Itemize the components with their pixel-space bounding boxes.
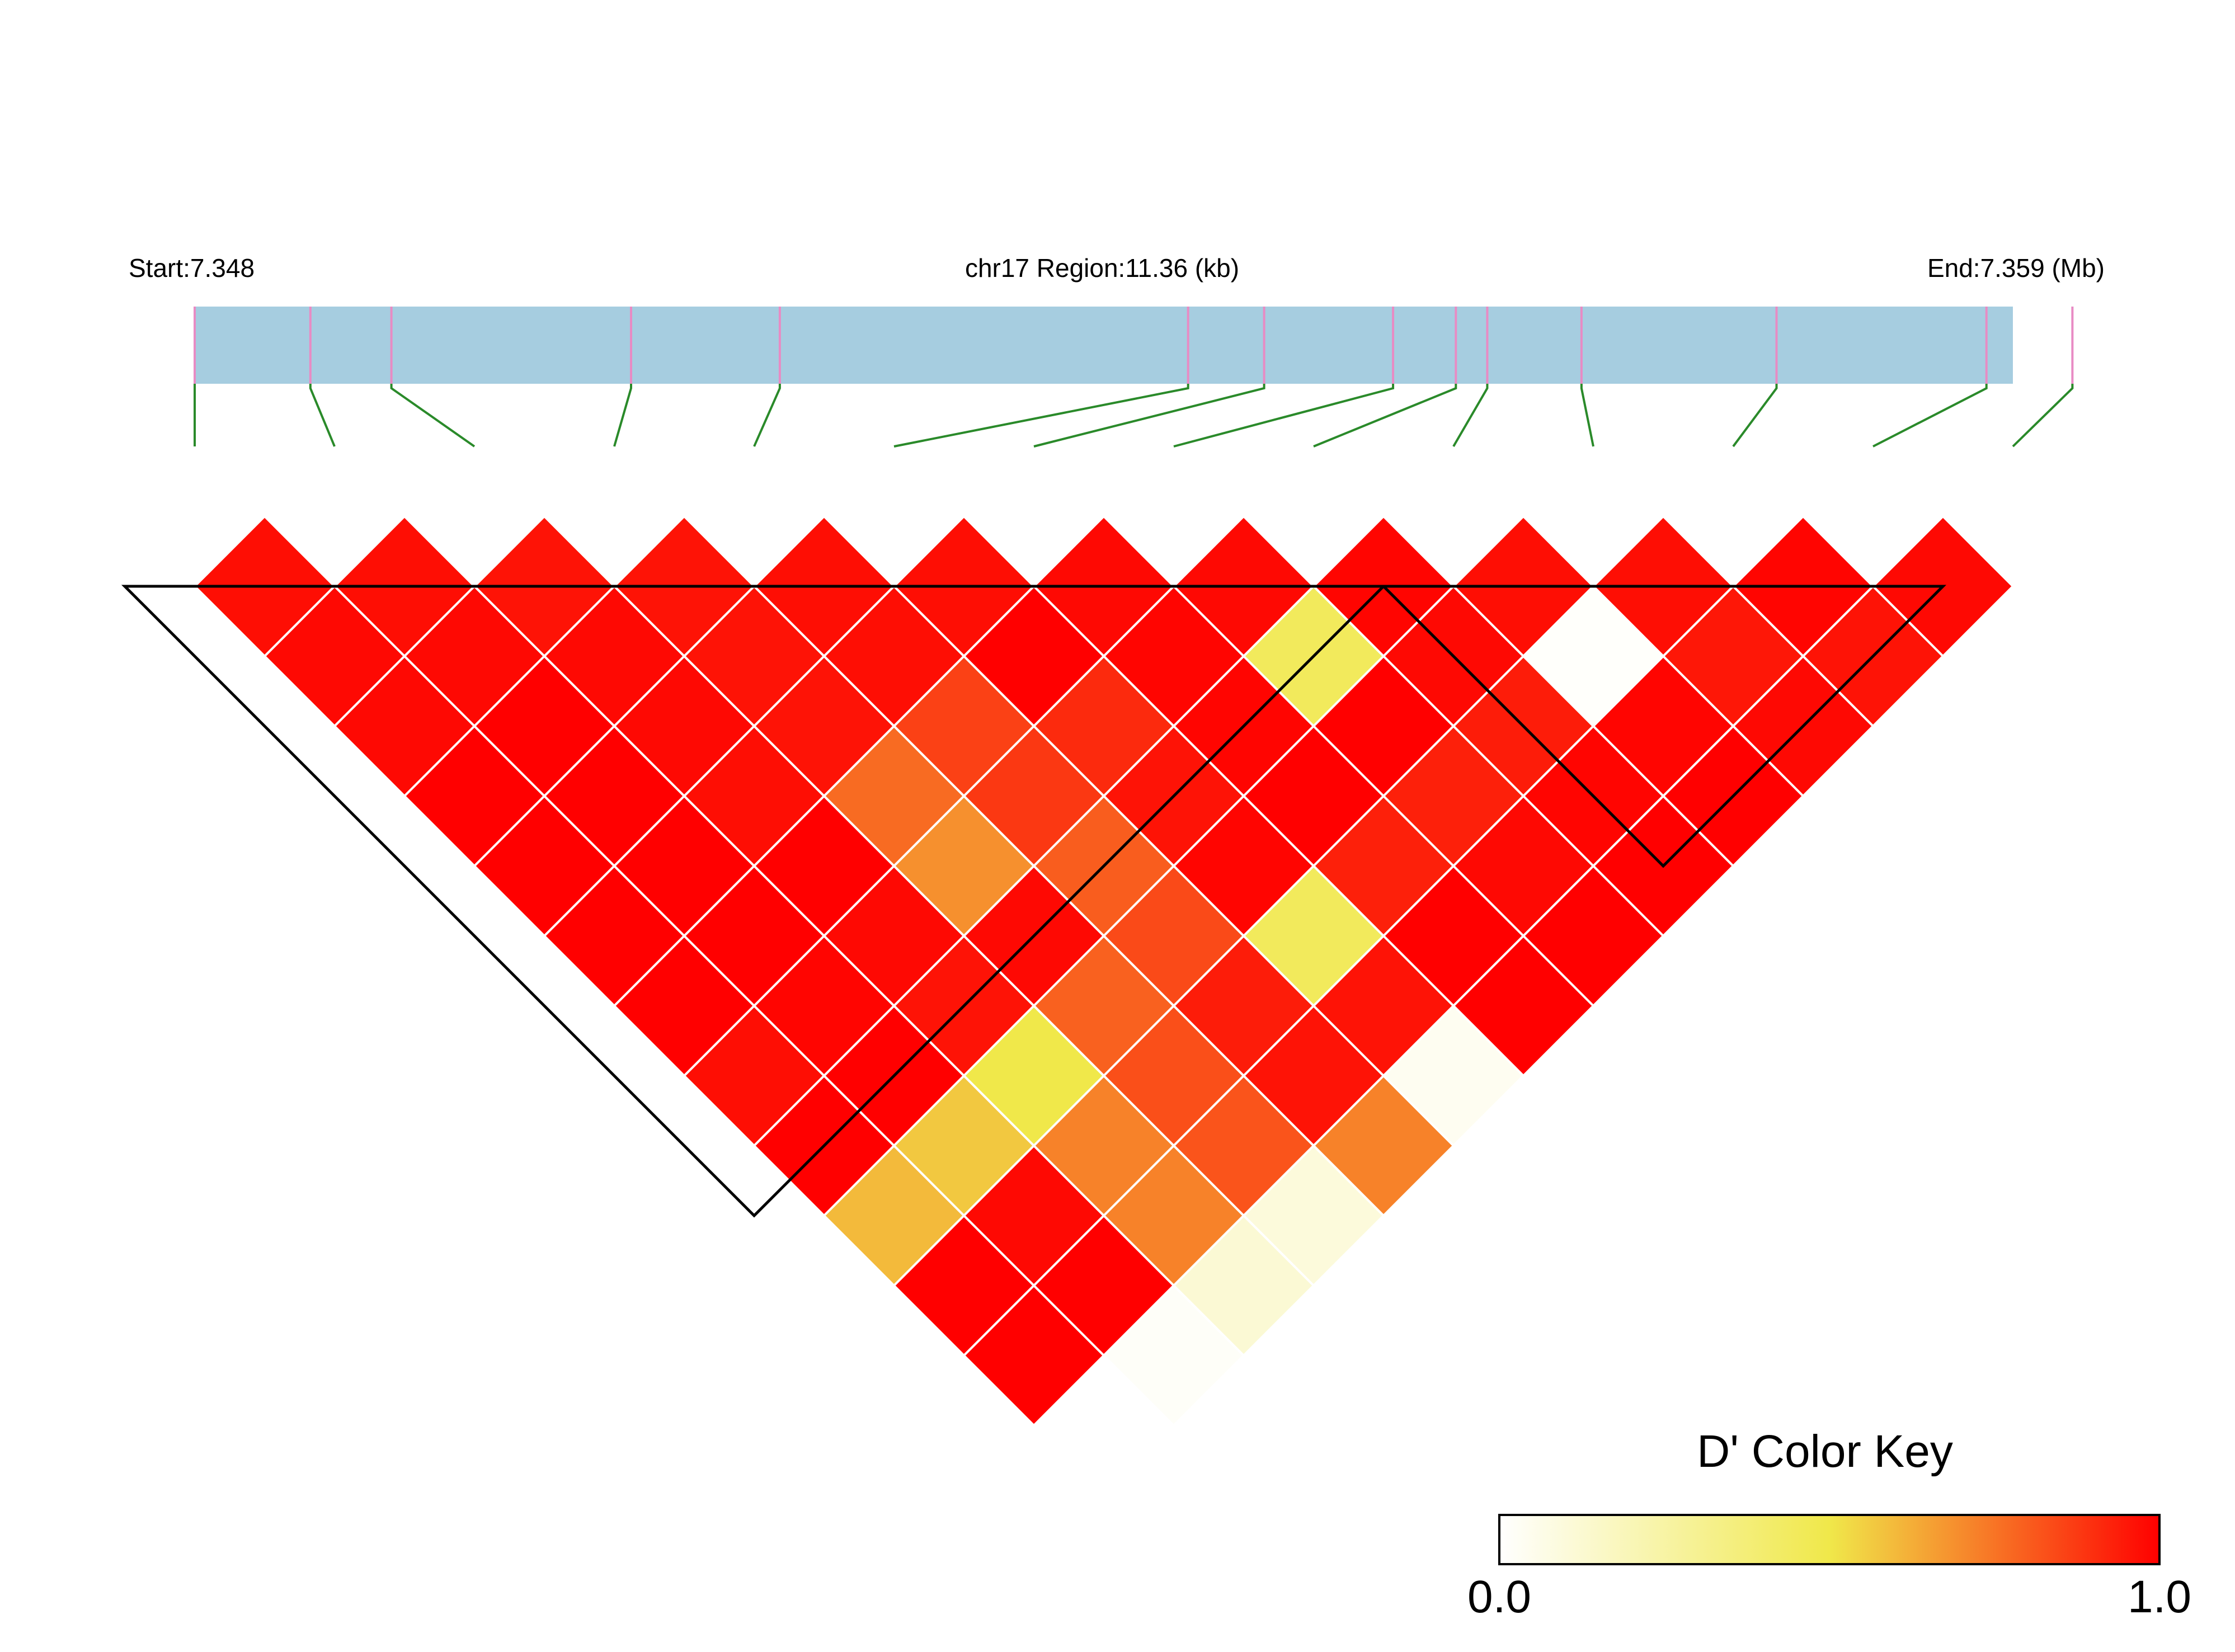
- region-track: [195, 307, 2013, 384]
- color-key-bar: [1498, 1514, 2161, 1565]
- snp-connector: [613, 384, 632, 447]
- snp-connector: [1452, 384, 1489, 448]
- ld-cell: [1102, 1284, 1245, 1427]
- color-key-min-label: 0.0: [1467, 1571, 1531, 1622]
- color-key-title: D' Color Key: [1697, 1426, 1953, 1477]
- ld-block-outline: [121, 585, 1387, 1218]
- snp-connector: [753, 384, 781, 447]
- snp-connector: [1732, 384, 1778, 448]
- end-label: End:7.359 (Mb): [1927, 253, 2105, 283]
- color-key: D' Color Key 0.0 1.0: [1467, 1426, 2191, 1622]
- snp-connector: [1580, 384, 1594, 447]
- snp-connector: [1033, 384, 1265, 448]
- start-label: Start:7.348: [129, 253, 255, 283]
- snp-connector: [309, 384, 336, 447]
- snp-connector: [1173, 384, 1395, 448]
- ld-cells: [193, 515, 2015, 1427]
- snp-ticks: [194, 307, 2074, 384]
- ld-block-outline: [1380, 585, 1947, 868]
- snp-connector: [1872, 384, 1988, 448]
- ld-block-outlines: [121, 585, 1947, 1218]
- snp-connector: [390, 384, 476, 448]
- snp-connectors: [194, 384, 2074, 448]
- region-label: chr17 Region:11.36 (kb): [965, 253, 1239, 283]
- snp-connector: [893, 384, 1189, 448]
- snp-connector: [2012, 384, 2074, 448]
- color-key-max-label: 1.0: [2128, 1571, 2191, 1622]
- snp-connector: [1313, 384, 1457, 448]
